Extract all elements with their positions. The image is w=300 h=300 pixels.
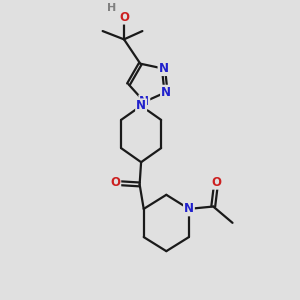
Text: H: H xyxy=(107,3,116,13)
Text: O: O xyxy=(119,11,129,24)
Text: N: N xyxy=(184,202,194,215)
Text: O: O xyxy=(110,176,120,189)
Text: N: N xyxy=(161,86,171,99)
Text: N: N xyxy=(136,99,146,112)
Text: N: N xyxy=(158,62,169,75)
Text: O: O xyxy=(211,176,221,189)
Text: N: N xyxy=(139,95,149,108)
